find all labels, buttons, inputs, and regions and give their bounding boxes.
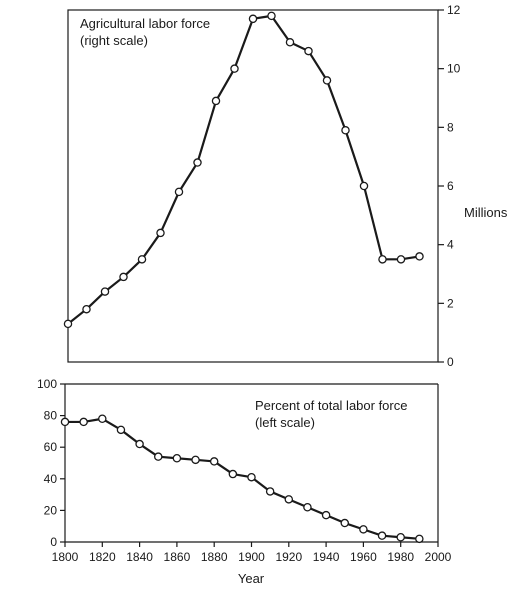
bottom-data-point [209,457,219,466]
bottom-data-point [60,417,70,427]
bottom-data-point [359,525,368,534]
bottom-data-point [340,518,349,528]
top-data-point [119,272,128,282]
bottom-data-point [153,452,163,461]
top-y-tick-label: 0 [447,355,454,369]
top-series-line [67,14,420,325]
bottom-annotation-line1: Percent of total labor force [255,398,407,413]
top-data-point [341,126,350,135]
bottom-y-tick-label: 40 [44,472,58,486]
bottom-chart: Percent of total labor force (left scale… [37,377,452,586]
x-axis-label: Year [238,571,265,586]
bottom-data-point [303,502,312,512]
top-data-point [415,252,424,261]
top-chart: Agricultural labor force (right scale) M… [63,3,508,369]
bottom-data-point [191,455,200,465]
bottom-data-point [415,534,424,544]
top-y-tick-label: 12 [447,3,461,17]
top-annotation-line1: Agricultural labor force [80,16,210,31]
top-y-tick-label: 4 [447,238,454,252]
top-data-point [174,187,184,197]
bottom-data-point [284,495,294,504]
bottom-data-point [247,472,256,482]
top-data-point [230,64,239,73]
bottom-y-tick-label: 100 [37,377,57,391]
top-data-point [304,46,313,56]
top-annotation-line2: (right scale) [80,33,148,48]
x-tick-label: 1900 [238,550,265,564]
bottom-data-point [321,510,331,520]
bottom-y-tick-label: 80 [44,409,58,423]
bottom-data-point [172,454,182,463]
bottom-annotation-line2: (left scale) [255,415,315,430]
bottom-data-point [396,533,405,542]
top-data-point [322,76,332,85]
top-y-tick-label: 8 [447,120,454,134]
top-y-ticks: 0 2 4 6 8 10 12 [438,3,461,369]
bottom-data-point [135,439,144,449]
top-y-tick-label: 10 [447,62,461,76]
bottom-data-point [377,531,387,540]
top-plot-frame [67,9,439,363]
bottom-y-tick-label: 0 [50,535,57,549]
x-tick-label: 1840 [126,550,153,564]
top-data-point [82,304,91,314]
bottom-data-point [79,417,88,427]
bottom-y-ticks: 0 20 40 60 80 100 [37,377,65,549]
x-tick-label: 1820 [89,550,116,564]
bottom-series-points [60,414,424,544]
top-data-point [359,181,369,191]
x-tick-label: 1880 [201,550,228,564]
top-data-point [193,158,202,167]
top-data-point [137,255,147,264]
top-data-point [378,255,387,264]
top-y-tick-label: 6 [447,179,454,193]
x-tick-label: 1980 [387,550,414,564]
top-data-point [396,255,406,264]
top-data-point [285,38,295,47]
top-data-point [267,11,276,21]
top-data-point [248,14,258,24]
bottom-series-line [65,417,420,540]
bottom-data-point [116,425,126,435]
top-data-point [211,96,221,106]
top-y-tick-label: 2 [447,296,454,310]
bottom-y-tick-label: 60 [44,440,58,454]
bottom-x-ticks: 1800 1820 1840 1860 1880 1900 1920 1940 1960 1980… [52,542,452,564]
top-data-point [63,319,73,329]
bottom-data-point [228,469,238,479]
x-tick-label: 1800 [52,550,79,564]
top-data-point [156,228,165,238]
bottom-y-tick-label: 20 [44,503,58,517]
top-data-point [100,287,110,296]
top-series-points [63,11,424,329]
x-tick-label: 1860 [164,550,191,564]
x-tick-label: 1920 [275,550,302,564]
bottom-data-point [98,414,107,424]
bottom-data-point [265,487,275,496]
x-tick-label: 1960 [350,550,377,564]
top-y-axis-label: Millions [464,205,508,220]
x-tick-label: 1940 [313,550,340,564]
x-tick-label: 2000 [425,550,452,564]
